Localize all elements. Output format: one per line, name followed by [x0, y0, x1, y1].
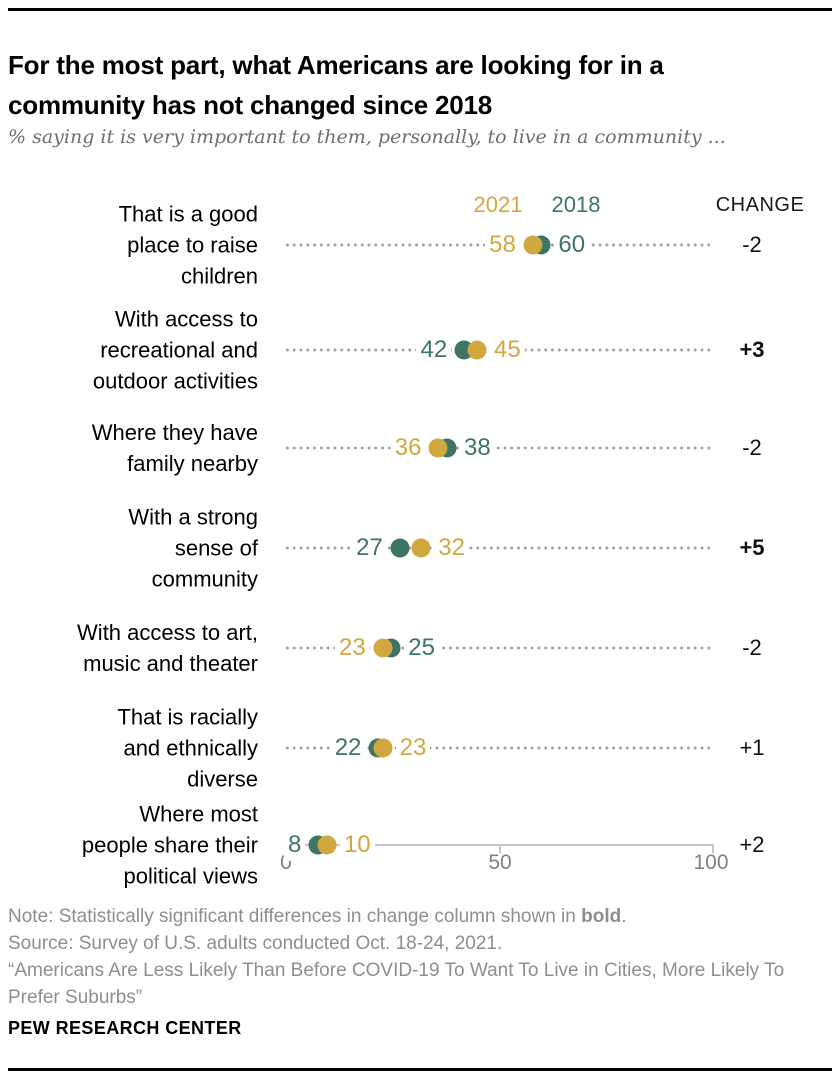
- report-title-text: “Americans Are Less Likely Than Before C…: [8, 960, 785, 1008]
- category-label: Where most people share their political …: [81, 801, 258, 889]
- footer-notes: Note: Statistically significant differen…: [8, 903, 820, 1011]
- brand: PEW RESEARCH CENTER: [8, 1018, 242, 1038]
- legend-2021: 2021: [473, 192, 523, 217]
- change-value: +3: [739, 337, 765, 362]
- category-label: With a strong sense of community: [128, 504, 258, 592]
- note-bold-word: bold: [581, 906, 622, 927]
- note-text: Note: Statistically significant differen…: [8, 903, 820, 930]
- chart-title: For the most part, what Americans are lo…: [8, 50, 664, 121]
- category-label: With access to art, music and theater: [77, 620, 258, 676]
- change-value: -2: [742, 232, 762, 257]
- value-label-2021: 32: [434, 532, 469, 564]
- category-label: With access to recreational and outdoor …: [92, 306, 258, 394]
- chart-subtitle: % saying it is very important to them, p…: [8, 126, 726, 148]
- value-label-2018: 27: [352, 532, 387, 564]
- leader-line: [284, 446, 712, 450]
- value-label-2018: 38: [460, 432, 495, 464]
- dot-2021: [467, 340, 487, 360]
- category-label: Where they have family nearby: [91, 420, 258, 476]
- change-value: +1: [739, 735, 765, 760]
- x-axis-label-100: 100: [693, 851, 729, 874]
- note-suffix: .: [621, 906, 627, 927]
- value-label-2018: 60: [554, 229, 590, 261]
- dot-2021: [428, 438, 448, 458]
- dot-2021: [373, 638, 393, 658]
- x-axis-label-50: 50: [488, 851, 512, 874]
- leader-line: [284, 546, 712, 550]
- dot-2021: [523, 235, 543, 255]
- x-axis-tick-100: [712, 844, 714, 853]
- dot-2021: [317, 835, 337, 855]
- change-value: +2: [739, 832, 765, 857]
- category-label: That is a good place to raise children: [118, 201, 258, 289]
- top-rule: [8, 8, 832, 11]
- source-text: Source: Survey of U.S. adults conducted …: [8, 933, 503, 954]
- value-label-2018: 22: [330, 732, 366, 764]
- dot-2021: [411, 538, 431, 558]
- value-label-2018: 8: [283, 829, 306, 861]
- change-value: -2: [742, 635, 762, 660]
- bottom-rule: [8, 1068, 832, 1071]
- value-label-2018: 25: [404, 632, 439, 664]
- dot-2018: [390, 538, 410, 558]
- change-value: -2: [742, 435, 762, 460]
- value-label-2021: 10: [339, 829, 375, 861]
- value-label-2021: 23: [334, 632, 370, 664]
- value-label-2018: 42: [416, 334, 452, 366]
- x-axis-label-0: 0: [280, 851, 292, 874]
- leader-line: [284, 646, 712, 650]
- value-label-2021: 45: [490, 334, 525, 366]
- category-label: That is racially and ethnically diverse: [117, 704, 258, 792]
- value-label-2021: 36: [390, 432, 426, 464]
- dot-2021: [373, 738, 393, 758]
- x-axis-tick-50: [499, 844, 501, 853]
- legend-2018: 2018: [551, 192, 601, 217]
- value-label-2021: 58: [485, 229, 520, 261]
- change-column-header: CHANGE: [715, 194, 805, 216]
- value-label-2021: 23: [395, 732, 431, 764]
- note-prefix: Note: Statistically significant differen…: [8, 906, 582, 927]
- leader-line: [284, 746, 712, 750]
- change-value: +5: [739, 535, 765, 560]
